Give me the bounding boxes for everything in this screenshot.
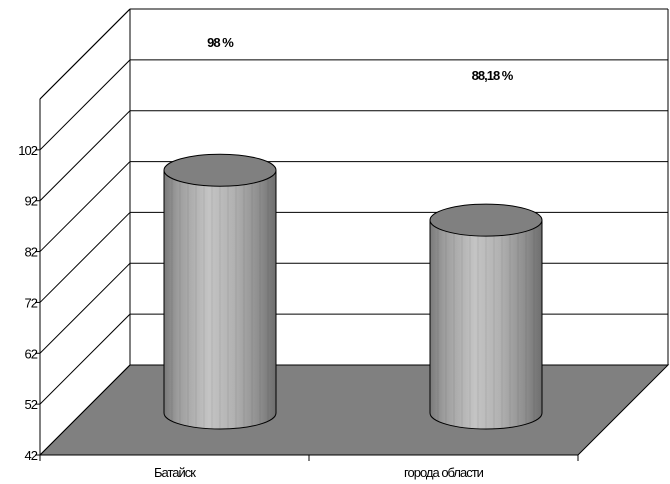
y-tick-label: 102 [18, 143, 37, 158]
y-tick-label: 72 [25, 295, 38, 310]
y-tick-label: 62 [25, 346, 38, 361]
labels: 42 52 62 72 82 92 102 98 % Батайск 88,18 % города … [18, 35, 514, 480]
data-label: 98 % [207, 35, 234, 50]
y-tick-label: 82 [25, 245, 38, 260]
bar-body [429, 219, 543, 430]
gridline-side [39, 8, 131, 100]
y-tick-label: 92 [25, 194, 38, 209]
chart-floor [38, 364, 670, 456]
gridline-side [39, 110, 131, 202]
y-tick-label: 52 [25, 397, 38, 412]
gridline-side [39, 262, 131, 354]
axes [35, 99, 579, 461]
gridline-side [39, 212, 131, 303]
chart-walls [38, 8, 670, 456]
bar-top [429, 203, 543, 237]
gridline-side [39, 364, 131, 456]
y-tick-label: 42 [25, 448, 38, 463]
bar-body [163, 169, 277, 430]
gridline-side [39, 59, 131, 151]
bars [163, 153, 543, 430]
gridline-side [39, 313, 131, 405]
x-category-label: города области [404, 465, 484, 480]
bar-1 [163, 153, 277, 430]
gridline-side [39, 161, 131, 252]
x-category-label: Батайск [154, 465, 196, 480]
bar-2 [429, 203, 543, 430]
data-label: 88,18 % [472, 68, 514, 83]
bar-top [163, 153, 277, 187]
